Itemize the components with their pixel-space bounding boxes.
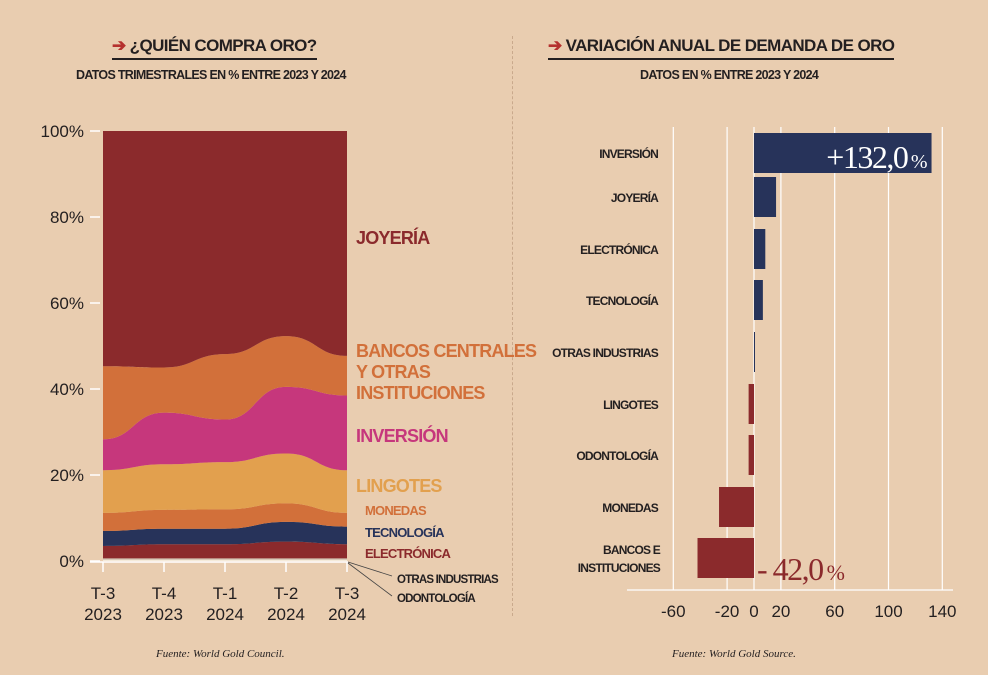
- y-tick-label: 20%: [50, 466, 84, 485]
- area-monedas: [103, 503, 347, 531]
- y-tick-label: 40%: [50, 380, 84, 399]
- label-otras-industrias: OTRAS INDUSTRIAS: [397, 574, 499, 586]
- category-label: TECNOLOGÍA: [586, 293, 659, 308]
- right-chart-title: ➔ VARIACIÓN ANUAL DE DEMANDA DE ORO: [548, 36, 895, 60]
- arrow-right-icon: ➔: [548, 36, 562, 55]
- x-tick-label: 60: [825, 602, 844, 621]
- category-label: JOYERÍA: [611, 190, 659, 205]
- bar-otras-industrias: [754, 332, 755, 372]
- min-unit: %: [823, 560, 845, 585]
- min-value: - 42,0: [757, 551, 823, 587]
- y-tick-label: 100%: [41, 122, 84, 141]
- x-tick-label: T-3: [335, 584, 360, 603]
- x-tick-label: T-4: [152, 584, 177, 603]
- label-inversion: INVERSIÓN: [356, 425, 448, 446]
- x-tick-label: 20: [771, 602, 790, 621]
- x-tick-label: 100: [874, 602, 902, 621]
- label-joyeria: JOYERÍA: [356, 227, 430, 248]
- area-electronica: [103, 541, 347, 559]
- y-tick-label: 0%: [59, 552, 84, 571]
- bar-odontologia: [748, 435, 754, 475]
- category-label: ODONTOLOGÍA: [576, 448, 659, 463]
- x-tick-label-year: 2024: [328, 605, 366, 624]
- left-title-text: ¿QUIÉN COMPRA ORO?: [129, 36, 318, 55]
- area-inversion: [103, 386, 347, 471]
- max-unit: %: [907, 151, 927, 173]
- bar-electronica: [754, 229, 766, 269]
- x-tick-label: 0: [749, 602, 758, 621]
- category-label: MONEDAS: [602, 501, 659, 515]
- category-label: ELECTRÓNICA: [580, 242, 659, 257]
- max-value-label: +132,0 %: [826, 139, 927, 175]
- x-tick-label: T-3: [91, 584, 116, 603]
- max-value: +132,0: [826, 139, 908, 175]
- category-label: OTRAS INDUSTRIAS: [552, 346, 659, 360]
- label-bancos-centrales: INSTITUCIONES: [356, 383, 485, 403]
- label-monedas: MONEDAS: [365, 503, 427, 518]
- label-odontologia: ODONTOLOGÍA: [397, 592, 475, 605]
- right-title-text: VARIACIÓN ANUAL DE DEMANDA DE ORO: [565, 36, 895, 55]
- right-chart-subtitle: DATOS EN % ENTRE 2023 Y 2024: [640, 68, 819, 82]
- label-electronica: ELECTRÓNICA: [365, 546, 452, 561]
- area-otras-industrias: [103, 558, 347, 560]
- area-bancos-centrales-y-otras-instituciones: [103, 336, 347, 440]
- x-tick-label: T-2: [274, 584, 299, 603]
- x-tick-label: T-1: [213, 584, 238, 603]
- left-chart-subtitle: DATOS TRIMESTRALES EN % ENTRE 2023 Y 202…: [76, 68, 346, 82]
- left-source: Fuente: World Gold Council.: [156, 648, 285, 660]
- bar-joyeria: [754, 177, 777, 217]
- bar-tecnologia: [754, 280, 763, 320]
- category-label: BANCOS E: [603, 543, 661, 557]
- x-tick-label: -20: [715, 602, 740, 621]
- y-tick-label: 80%: [50, 208, 84, 227]
- y-tick-label: 60%: [50, 294, 84, 313]
- leader-line-odontologia: [347, 562, 393, 597]
- bar-inversion: [754, 133, 932, 173]
- bar-monedas: [719, 487, 754, 527]
- min-value-label: - 42,0 %: [757, 551, 845, 587]
- area-lingotes: [103, 453, 347, 513]
- label-bancos-centrales: Y OTRAS: [356, 362, 431, 382]
- x-tick-label-year: 2024: [267, 605, 305, 624]
- category-label: LINGOTES: [603, 398, 659, 412]
- label-lingotes: LINGOTES: [356, 476, 442, 496]
- area-odontologia: [103, 559, 347, 561]
- arrow-right-icon: ➔: [112, 36, 126, 55]
- divider: [512, 36, 513, 616]
- x-tick-label-year: 2023: [84, 605, 122, 624]
- area-tecnologia: [103, 521, 347, 546]
- category-label: INVERSIÓN: [599, 146, 658, 161]
- bar-lingotes: [748, 384, 754, 424]
- x-tick-label-year: 2023: [145, 605, 183, 624]
- leader-line-otras: [347, 561, 393, 577]
- category-label: INSTITUCIONES: [578, 561, 661, 575]
- bar-bancos-e-instituciones: [697, 538, 754, 578]
- label-bancos-centrales: BANCOS CENTRALES: [356, 341, 537, 361]
- right-source: Fuente: World Gold Source.: [672, 648, 796, 660]
- left-chart-title: ➔ ¿QUIÉN COMPRA ORO?: [112, 36, 317, 60]
- x-tick-label: -60: [661, 602, 686, 621]
- x-tick-label: 140: [928, 602, 956, 621]
- area-joyeria: [103, 131, 347, 368]
- label-tecnologia: TECNOLOGÍA: [365, 525, 445, 540]
- x-tick-label-year: 2024: [206, 605, 244, 624]
